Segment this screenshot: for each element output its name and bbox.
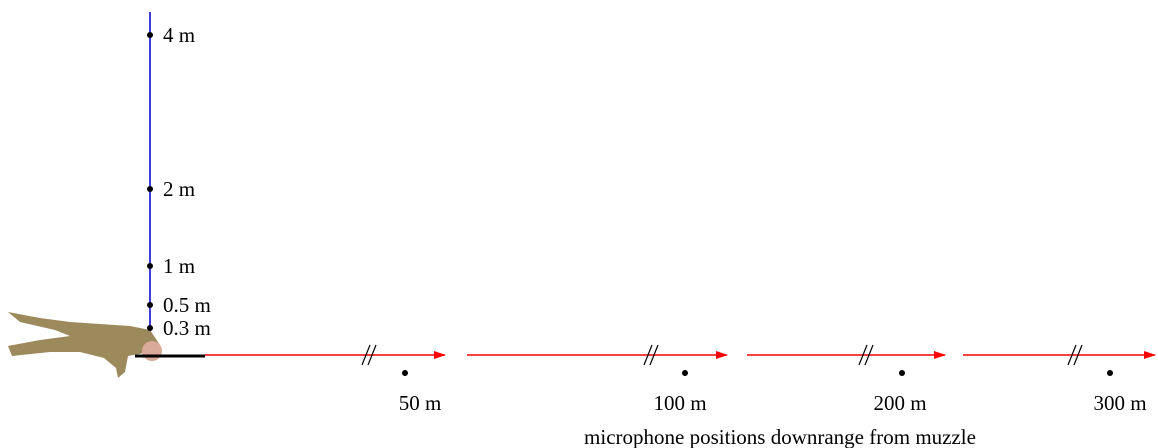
break-marks (361, 344, 1083, 366)
shooter-figure (8, 312, 205, 378)
mic-dot (147, 325, 153, 331)
mic-label: 4 m (163, 23, 195, 47)
mic-dot (899, 370, 905, 376)
mic-label: 0.3 m (163, 316, 211, 340)
mic-label: 1 m (163, 254, 195, 278)
mic-label: 50 m (399, 391, 442, 415)
mic-label: 100 m (653, 391, 706, 415)
mic-dot (147, 302, 153, 308)
mic-dot (402, 370, 408, 376)
mic-dot (1107, 370, 1113, 376)
caption: microphone positions downrange from muzz… (584, 425, 976, 448)
mic-label: 2 m (163, 177, 195, 201)
mic-label: 0.5 m (163, 293, 211, 317)
mic-label: 300 m (1093, 391, 1146, 415)
mic-dot (147, 32, 153, 38)
mic-label: 200 m (873, 391, 926, 415)
mic-dot (147, 263, 153, 269)
mic-dot (147, 186, 153, 192)
mic-dot (682, 370, 688, 376)
